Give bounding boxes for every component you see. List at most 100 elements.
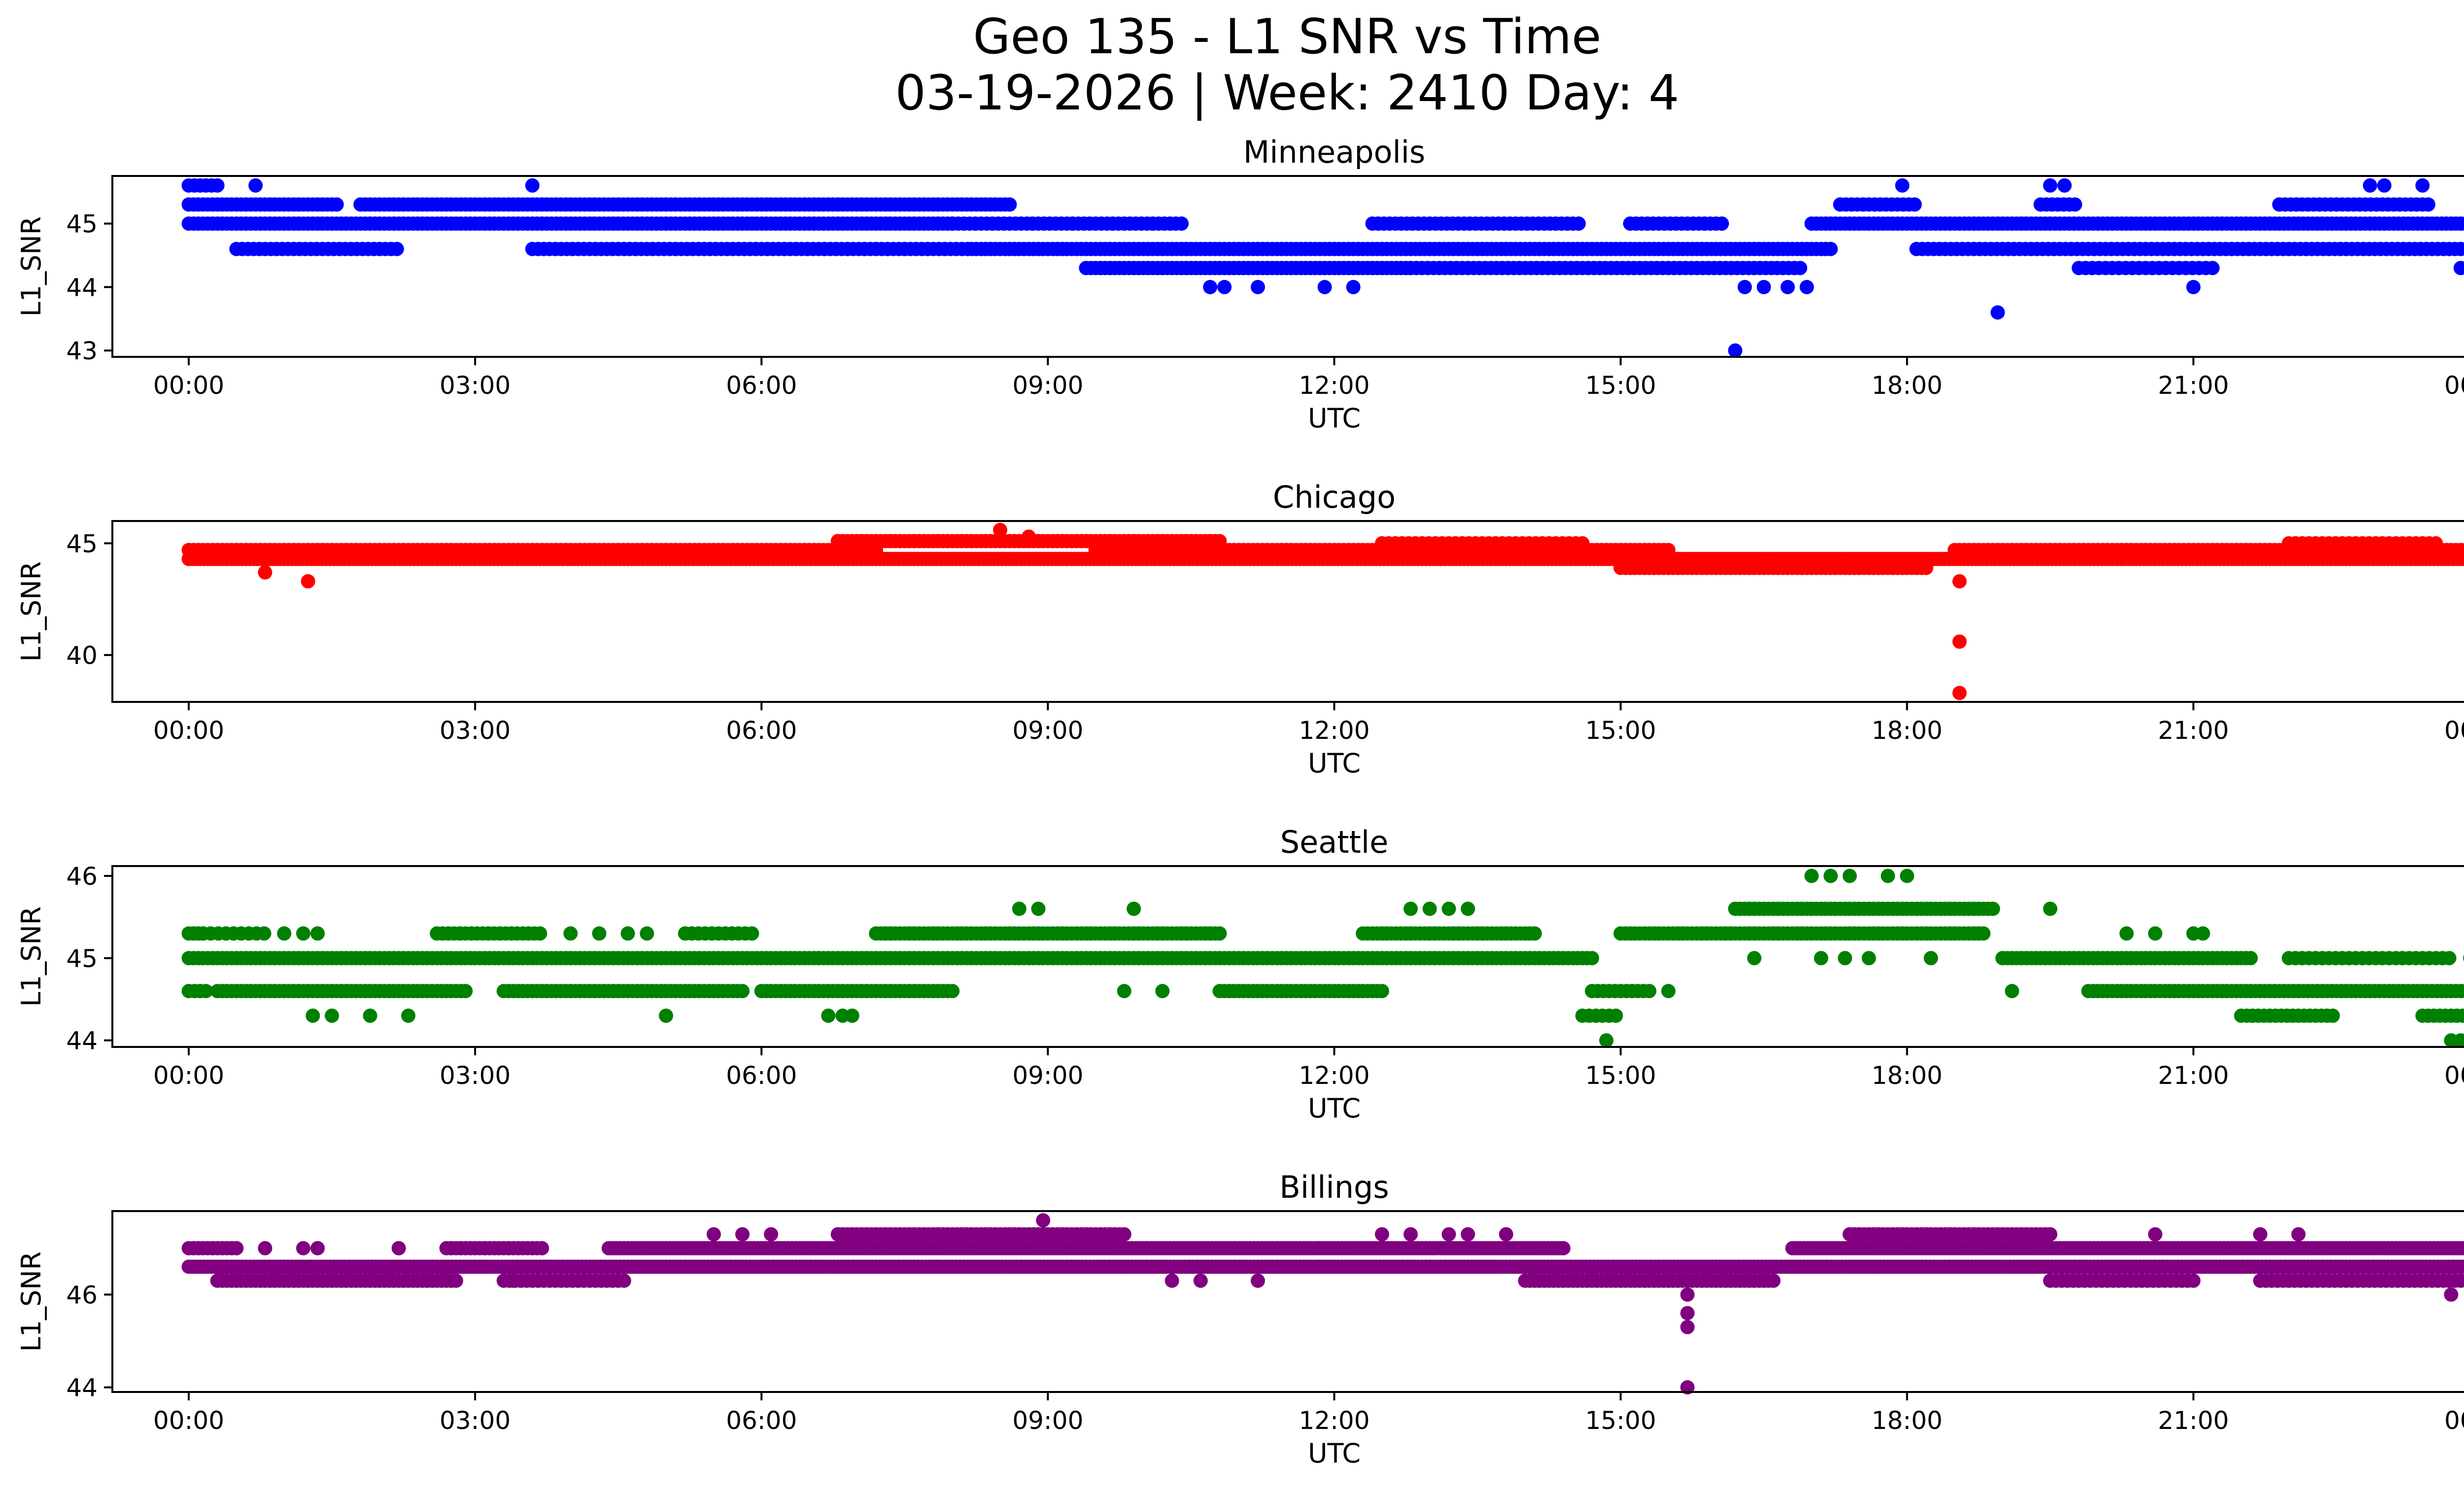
y-tick-label: 44 bbox=[66, 1374, 98, 1402]
data-point bbox=[1575, 536, 1590, 551]
data-point bbox=[1036, 1213, 1051, 1228]
data-point bbox=[1422, 902, 1437, 916]
data-point bbox=[210, 178, 225, 193]
x-tick-label: 03:00 bbox=[440, 371, 511, 400]
data-points bbox=[181, 178, 2464, 358]
data-point bbox=[533, 926, 548, 941]
data-points bbox=[181, 1213, 2464, 1395]
data-point bbox=[2461, 1010, 2464, 1022]
data-point bbox=[1403, 1227, 1418, 1242]
data-point bbox=[2453, 261, 2464, 276]
x-tick-label: 12:00 bbox=[1299, 371, 1369, 400]
data-point bbox=[2195, 926, 2210, 941]
data-point bbox=[1022, 529, 1036, 544]
data-point bbox=[2377, 178, 2392, 193]
data-point bbox=[945, 984, 960, 999]
data-point bbox=[2458, 984, 2464, 998]
data-point bbox=[1661, 984, 1676, 999]
data-point bbox=[2459, 1274, 2464, 1287]
y-tick-label: 45 bbox=[66, 944, 98, 973]
data-point bbox=[458, 984, 473, 999]
data-point bbox=[1174, 216, 1189, 231]
x-tick-label: 03:00 bbox=[440, 716, 511, 745]
x-tick-label: 00:00 bbox=[153, 716, 224, 745]
data-point bbox=[2148, 926, 2162, 941]
x-tick-label: 12:00 bbox=[1299, 1406, 1369, 1435]
data-point bbox=[1985, 902, 2000, 916]
data-point bbox=[1251, 279, 1265, 294]
data-point bbox=[277, 926, 292, 941]
data-point bbox=[2461, 1261, 2464, 1273]
data-point bbox=[2362, 178, 2377, 193]
data-point bbox=[2148, 1227, 2162, 1242]
data-point bbox=[1002, 197, 1017, 212]
data-point bbox=[257, 926, 272, 941]
x-tick-label: 12:00 bbox=[1299, 716, 1369, 745]
data-point bbox=[229, 1241, 244, 1255]
data-point bbox=[2326, 1008, 2340, 1023]
data-point bbox=[1680, 1320, 1695, 1334]
data-point bbox=[1374, 1227, 1389, 1242]
data-point bbox=[1823, 869, 1838, 883]
data-point bbox=[535, 1241, 549, 1255]
data-point bbox=[1952, 574, 1967, 589]
x-tick-label: 21:00 bbox=[2158, 1406, 2229, 1435]
data-point bbox=[1661, 543, 1676, 557]
data-points bbox=[181, 522, 2464, 700]
x-tick-label: 18:00 bbox=[1872, 371, 1943, 400]
data-point bbox=[1642, 984, 1657, 999]
data-point bbox=[1747, 951, 1762, 966]
subplot-title: Seattle bbox=[1280, 824, 1388, 860]
data-point bbox=[1799, 279, 1814, 294]
data-point bbox=[391, 1241, 406, 1255]
data-point bbox=[1441, 902, 1456, 916]
data-point bbox=[525, 178, 540, 193]
x-tick-label: 12:00 bbox=[1299, 1061, 1369, 1090]
data-point bbox=[258, 1241, 273, 1255]
data-point bbox=[1374, 984, 1389, 999]
data-point bbox=[1499, 1227, 1513, 1242]
data-point bbox=[563, 926, 578, 941]
data-point bbox=[199, 984, 213, 999]
data-point bbox=[2444, 1287, 2459, 1302]
data-point bbox=[401, 1008, 415, 1023]
x-tick-label: 09:00 bbox=[1012, 371, 1083, 400]
y-tick-label: 46 bbox=[66, 1281, 98, 1309]
data-point bbox=[258, 565, 273, 580]
data-point bbox=[1461, 902, 1475, 916]
data-point bbox=[1843, 869, 1857, 883]
data-point bbox=[1217, 279, 1232, 294]
data-point bbox=[310, 1241, 325, 1255]
data-point bbox=[2429, 536, 2443, 551]
x-tick-label: 21:00 bbox=[2158, 371, 2229, 400]
data-point bbox=[506, 1273, 521, 1288]
x-axis-label: UTC bbox=[1308, 403, 1361, 434]
data-point bbox=[1780, 279, 1795, 294]
data-point bbox=[2458, 216, 2464, 231]
data-point bbox=[1823, 242, 1838, 256]
data-point bbox=[735, 984, 750, 999]
data-point bbox=[2005, 984, 2019, 999]
data-point bbox=[1117, 984, 1131, 999]
data-point bbox=[389, 242, 404, 256]
x-tick-label: 03:00 bbox=[440, 1061, 511, 1090]
data-point bbox=[1919, 560, 1933, 575]
data-point bbox=[296, 926, 310, 941]
x-tick-label: 09:00 bbox=[1012, 716, 1083, 745]
y-tick-label: 43 bbox=[66, 337, 98, 365]
data-point bbox=[1164, 1273, 1179, 1288]
data-point bbox=[2453, 1033, 2464, 1048]
data-point bbox=[1203, 279, 1218, 294]
x-tick-label: 06:00 bbox=[726, 716, 797, 745]
data-point bbox=[2461, 1242, 2464, 1254]
data-point bbox=[1895, 178, 1910, 193]
x-tick-label: 00:00 bbox=[2444, 1406, 2464, 1435]
data-point bbox=[845, 1008, 859, 1023]
data-point bbox=[706, 1227, 721, 1242]
data-point bbox=[329, 197, 344, 212]
y-axis-label: L1_SNR bbox=[16, 216, 47, 317]
subplot-title: Billings bbox=[1279, 1169, 1389, 1205]
